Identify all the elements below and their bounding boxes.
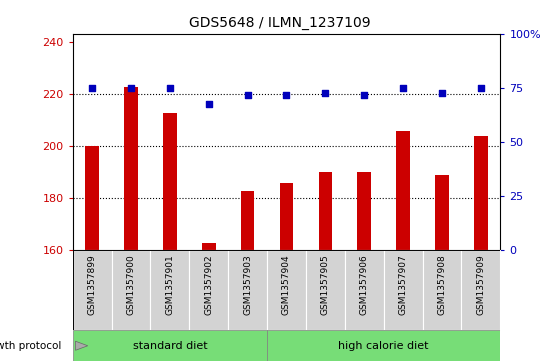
Bar <box>319 172 332 250</box>
Point <box>438 90 447 96</box>
Text: GDS5648 / ILMN_1237109: GDS5648 / ILMN_1237109 <box>189 16 370 30</box>
Point <box>399 86 408 91</box>
Bar <box>280 183 293 250</box>
Bar <box>396 131 410 250</box>
Bar <box>228 250 267 330</box>
Bar <box>306 250 345 330</box>
Bar <box>124 86 138 250</box>
Text: GSM1357901: GSM1357901 <box>165 254 174 315</box>
Point <box>204 101 213 106</box>
Bar <box>150 250 190 330</box>
Text: GSM1357909: GSM1357909 <box>476 254 485 315</box>
Text: high calorie diet: high calorie diet <box>338 341 429 351</box>
Bar <box>73 250 112 330</box>
Point <box>282 92 291 98</box>
Bar <box>435 175 449 250</box>
Text: GSM1357899: GSM1357899 <box>88 254 97 315</box>
Bar <box>267 250 306 330</box>
Text: growth protocol: growth protocol <box>0 341 61 351</box>
Bar <box>461 250 500 330</box>
Text: GSM1357907: GSM1357907 <box>399 254 408 315</box>
Point <box>321 90 330 96</box>
Bar <box>474 136 487 250</box>
Point <box>243 92 252 98</box>
Text: GSM1357906: GSM1357906 <box>360 254 369 315</box>
Text: GSM1357902: GSM1357902 <box>204 254 213 315</box>
Bar <box>357 172 371 250</box>
Bar <box>190 250 228 330</box>
Bar <box>112 250 150 330</box>
Bar <box>345 250 383 330</box>
Point <box>126 86 135 91</box>
Bar <box>202 242 216 250</box>
Bar <box>267 330 500 361</box>
Bar <box>383 250 423 330</box>
Text: GSM1357905: GSM1357905 <box>321 254 330 315</box>
Point <box>88 86 97 91</box>
Point <box>165 86 174 91</box>
Text: standard diet: standard diet <box>132 341 207 351</box>
Text: GSM1357900: GSM1357900 <box>126 254 135 315</box>
Point <box>476 86 485 91</box>
Bar <box>86 146 99 250</box>
Bar <box>163 113 177 250</box>
Bar <box>73 330 267 361</box>
Point <box>360 92 369 98</box>
Bar <box>241 191 254 250</box>
Bar <box>423 250 461 330</box>
Text: GSM1357908: GSM1357908 <box>438 254 447 315</box>
Text: GSM1357903: GSM1357903 <box>243 254 252 315</box>
Text: GSM1357904: GSM1357904 <box>282 254 291 315</box>
